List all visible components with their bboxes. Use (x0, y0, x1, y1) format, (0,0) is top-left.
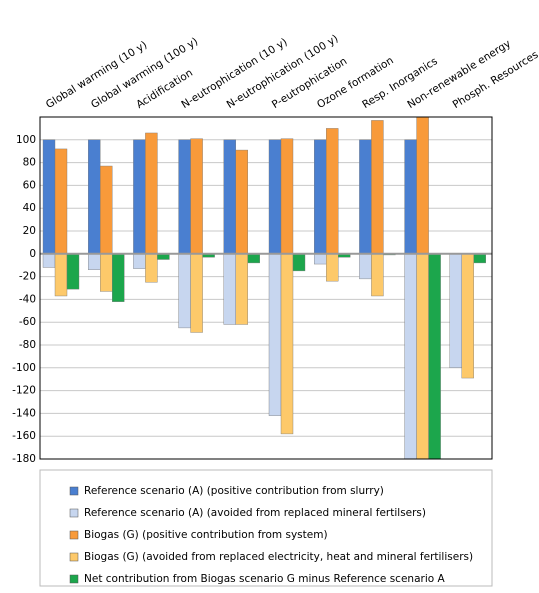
bar (223, 139, 237, 255)
bar (87, 253, 101, 270)
bar (145, 132, 158, 255)
bar (280, 138, 294, 255)
bar (359, 253, 372, 280)
legend-label: Net contribution from Biogas scenario G … (84, 573, 445, 585)
legend-box (39, 469, 493, 587)
legend-label: Biogas (G) (positive contribution from s… (84, 529, 328, 541)
legend-swatch (69, 486, 79, 496)
bar (314, 253, 327, 265)
bar (416, 253, 429, 460)
bar (190, 253, 203, 333)
bar (42, 139, 56, 255)
bar (268, 139, 282, 255)
bar (461, 253, 474, 379)
legend-swatch (69, 552, 79, 562)
x-tick-label: Resp. Inorganics (360, 55, 440, 111)
y-tick-label: 20 (23, 225, 36, 237)
legend-label: Biogas (G) (avoided from replaced electr… (84, 551, 473, 563)
bar (235, 253, 249, 325)
bar (326, 253, 339, 282)
bar (473, 253, 486, 264)
bar (54, 253, 68, 297)
bar (428, 253, 441, 460)
legend-swatch (69, 508, 79, 518)
bar (87, 139, 101, 255)
bar (235, 149, 249, 254)
x-tick-label: Ozone formation (315, 54, 396, 111)
y-tick-label: -120 (12, 385, 36, 397)
bar (359, 139, 372, 255)
bar (416, 116, 429, 255)
plot-border (39, 116, 493, 460)
y-tick-label: -60 (19, 316, 36, 328)
legend-swatch (69, 574, 79, 584)
y-tick-label: 80 (23, 157, 36, 169)
y-tick-label: -160 (12, 430, 36, 442)
bar (326, 128, 339, 254)
bar (223, 253, 237, 325)
bar (268, 253, 282, 416)
y-tick-label: -140 (12, 407, 36, 419)
bar (111, 253, 125, 302)
bar (292, 253, 306, 272)
legend-label: Reference scenario (A) (positive contrib… (84, 485, 384, 497)
bar (145, 253, 158, 283)
bar (66, 253, 80, 290)
legend-swatch (69, 530, 79, 540)
y-tick-label: 0 (29, 248, 36, 260)
legend-label: Reference scenario (A) (avoided from rep… (84, 507, 426, 519)
y-tick-label: 100 (16, 134, 36, 146)
y-tick-label: 60 (23, 179, 36, 191)
bar (371, 120, 384, 255)
x-tick-label: P-eutrophication (270, 55, 349, 111)
y-tick-label: -20 (19, 271, 36, 283)
bar (178, 139, 191, 255)
y-tick-label: -40 (19, 293, 36, 305)
bar (133, 253, 146, 269)
bar (178, 253, 191, 329)
y-tick-label: -100 (12, 362, 36, 374)
bar (190, 138, 203, 255)
y-tick-label: -80 (19, 339, 36, 351)
bar (133, 139, 146, 255)
bar (280, 253, 294, 435)
bar (449, 253, 462, 369)
bar (314, 139, 327, 255)
bar (99, 165, 113, 255)
bar (247, 253, 261, 264)
bar (54, 148, 68, 254)
y-tick-label: 40 (23, 202, 36, 214)
bar (404, 139, 417, 255)
y-tick-label: -180 (12, 453, 36, 465)
bar (404, 253, 417, 460)
bar (371, 253, 384, 297)
bar (42, 253, 56, 268)
bar (99, 253, 113, 292)
